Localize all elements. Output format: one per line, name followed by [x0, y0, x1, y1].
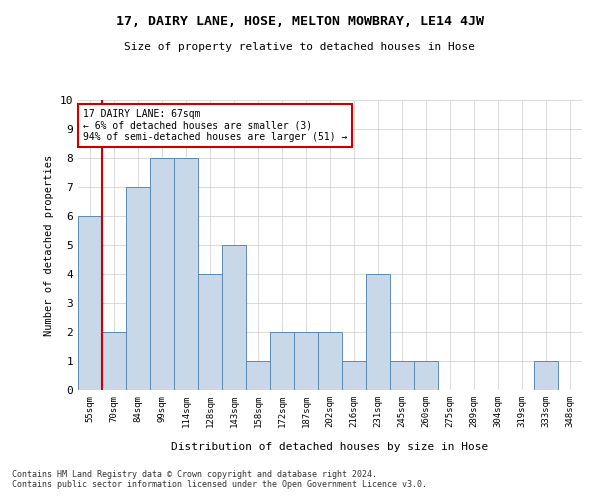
Bar	[222, 245, 246, 390]
Text: Distribution of detached houses by size in Hose: Distribution of detached houses by size …	[172, 442, 488, 452]
Text: 17, DAIRY LANE, HOSE, MELTON MOWBRAY, LE14 4JW: 17, DAIRY LANE, HOSE, MELTON MOWBRAY, LE…	[116, 15, 484, 28]
Bar	[366, 274, 390, 390]
Bar	[534, 361, 558, 390]
Bar	[246, 361, 270, 390]
Text: Contains public sector information licensed under the Open Government Licence v3: Contains public sector information licen…	[12, 480, 427, 489]
Bar	[126, 187, 150, 390]
Bar	[102, 332, 126, 390]
Bar	[414, 361, 438, 390]
Text: Contains HM Land Registry data © Crown copyright and database right 2024.: Contains HM Land Registry data © Crown c…	[12, 470, 377, 479]
Bar	[294, 332, 318, 390]
Bar	[318, 332, 342, 390]
Bar	[390, 361, 414, 390]
Text: 17 DAIRY LANE: 67sqm
← 6% of detached houses are smaller (3)
94% of semi-detache: 17 DAIRY LANE: 67sqm ← 6% of detached ho…	[83, 108, 347, 142]
Bar	[270, 332, 294, 390]
Bar	[150, 158, 174, 390]
Text: Size of property relative to detached houses in Hose: Size of property relative to detached ho…	[125, 42, 476, 52]
Bar	[78, 216, 102, 390]
Y-axis label: Number of detached properties: Number of detached properties	[44, 154, 54, 336]
Bar	[198, 274, 222, 390]
Bar	[174, 158, 198, 390]
Bar	[342, 361, 366, 390]
